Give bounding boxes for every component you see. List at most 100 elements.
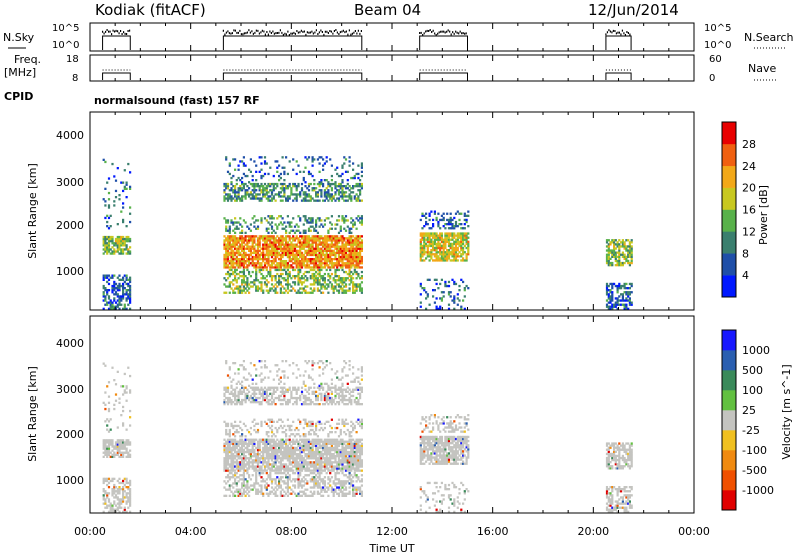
power-cell-2107 <box>255 193 258 196</box>
velocity-cell-701 <box>276 448 279 452</box>
velocity-cell-233 <box>123 441 126 444</box>
power-cell-1322 <box>357 241 360 244</box>
velocity-cell-1460 <box>256 482 260 485</box>
velocity-cell-1622 <box>309 480 312 483</box>
velocity-cell-1654 <box>318 492 321 495</box>
nave-label: Nave <box>748 62 776 75</box>
velocity-cell-1060 <box>323 442 326 445</box>
power-cell-3251 <box>628 287 631 290</box>
power-cell-32 <box>107 278 111 281</box>
power-cbar-swatch-6 <box>722 143 736 167</box>
power-cell-550 <box>256 262 260 265</box>
power-cell-1421 <box>242 268 245 272</box>
power-cell-2937 <box>465 218 468 222</box>
power-cell-1598 <box>300 281 304 284</box>
power-cell-721 <box>279 258 282 261</box>
velocity-cell-784 <box>288 467 291 470</box>
power-cell-1826 <box>234 217 237 220</box>
power-cell-2791 <box>456 255 459 258</box>
velocity-cell-1421 <box>242 472 245 475</box>
power-cell-318 <box>223 235 226 238</box>
power-cell-3182 <box>611 295 614 298</box>
power-cell-1770 <box>352 287 355 290</box>
power-cell-415 <box>237 264 240 267</box>
power-cell-1258 <box>350 253 353 257</box>
velocity-cell-1640 <box>313 472 316 475</box>
power-cell-3016 <box>463 287 466 290</box>
power-cell-2199 <box>286 197 289 200</box>
velocity-cell-1323 <box>357 442 360 445</box>
power-cell-1150 <box>336 249 339 252</box>
power-cell-2646 <box>433 238 436 241</box>
power-cell-1088 <box>327 239 330 242</box>
power-cell-1103 <box>329 237 332 240</box>
power-cell-240 <box>125 235 128 239</box>
power-cell-3134 <box>628 251 631 254</box>
power-cell-1593 <box>299 270 302 274</box>
power-cell-955 <box>311 258 314 261</box>
power-cell-2815 <box>460 242 463 246</box>
velocity-cell-598 <box>263 469 267 472</box>
power-cell-1282 <box>353 266 356 269</box>
power-cell-1625 <box>311 291 314 294</box>
power-cell-994 <box>315 235 318 238</box>
power-cell-1248 <box>348 241 351 244</box>
power-cell-52 <box>113 299 116 302</box>
velocity-cell-339 <box>226 455 230 458</box>
velocity-cell-791 <box>288 450 291 454</box>
power-cell-863 <box>299 253 302 257</box>
velocity-cell-1468 <box>260 486 263 489</box>
power-cell-1326 <box>359 266 362 269</box>
power-cell-2190 <box>283 191 286 194</box>
power-cell-2022 <box>226 197 230 200</box>
power-cell-1268 <box>352 264 355 267</box>
power-cell-3032 <box>607 255 610 258</box>
power-cell-2492 <box>311 158 314 161</box>
velocity-cell-267 <box>107 401 111 404</box>
velocity-cell-795 <box>288 440 291 443</box>
power-cell-934 <box>307 245 311 248</box>
velocity-cell-492 <box>248 463 251 466</box>
power-cell-285 <box>122 220 125 224</box>
power-cell-1017 <box>318 247 321 250</box>
power-cell-1954 <box>323 219 326 222</box>
power-cell-77 <box>118 307 121 310</box>
power-cell-954 <box>311 260 314 263</box>
power-cell-1816 <box>228 227 231 230</box>
power-cell-1599 <box>300 277 304 280</box>
velocity-cell-35 <box>109 508 112 511</box>
power-cell-2905 <box>449 227 452 230</box>
power-cell-813 <box>292 253 295 257</box>
power-cell-844 <box>295 237 298 240</box>
power-cell-1786 <box>355 277 358 280</box>
velocity-cell-1059 <box>323 444 326 447</box>
velocity-cell-444 <box>241 459 244 462</box>
power-cell-1707 <box>334 279 337 282</box>
power-cell-6 <box>102 284 105 288</box>
power-cell-2954 <box>426 293 429 296</box>
power-cell-1728 <box>339 279 342 282</box>
power-cell-1068 <box>325 253 328 257</box>
power-cell-2309 <box>329 185 332 188</box>
power-cell-1620 <box>309 287 312 290</box>
velocity-cell-1122 <box>332 461 335 464</box>
power-cell-1632 <box>313 289 316 292</box>
velocity-cell-918 <box>306 455 309 458</box>
power-cell-1422 <box>244 291 247 294</box>
power-cell-1398 <box>237 272 240 276</box>
power-cell-1767 <box>350 270 353 274</box>
power-cell-441 <box>241 262 244 265</box>
power-cell-1911 <box>299 231 302 234</box>
velocity-cell-718 <box>279 467 282 470</box>
power-cell-517 <box>251 255 254 259</box>
power-cell-555 <box>256 251 260 255</box>
power-cell-575 <box>258 235 261 238</box>
power-cell-2648 <box>433 234 436 237</box>
power-cell-2335 <box>337 185 341 188</box>
power-cell-2470 <box>286 172 289 176</box>
power-cell-1996 <box>353 223 356 226</box>
velocity-cell-1324 <box>357 440 360 443</box>
power-cell-2191 <box>283 189 286 192</box>
power-cell-2059 <box>237 187 240 190</box>
power-heatmap <box>102 156 633 310</box>
